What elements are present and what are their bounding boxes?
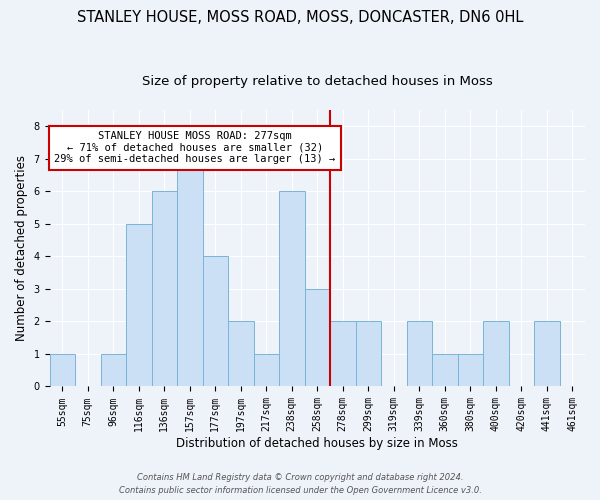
- Bar: [483, 322, 509, 386]
- Bar: [152, 192, 177, 386]
- Text: STANLEY HOUSE, MOSS ROAD, MOSS, DONCASTER, DN6 0HL: STANLEY HOUSE, MOSS ROAD, MOSS, DONCASTE…: [77, 10, 523, 25]
- X-axis label: Distribution of detached houses by size in Moss: Distribution of detached houses by size …: [176, 437, 458, 450]
- Bar: [126, 224, 152, 386]
- Bar: [356, 322, 381, 386]
- Y-axis label: Number of detached properties: Number of detached properties: [15, 155, 28, 341]
- Bar: [279, 192, 305, 386]
- Bar: [534, 322, 560, 386]
- Bar: [50, 354, 75, 386]
- Bar: [305, 289, 330, 386]
- Bar: [101, 354, 126, 386]
- Text: Contains HM Land Registry data © Crown copyright and database right 2024.
Contai: Contains HM Land Registry data © Crown c…: [119, 474, 481, 495]
- Bar: [458, 354, 483, 386]
- Bar: [330, 322, 356, 386]
- Bar: [177, 159, 203, 386]
- Text: STANLEY HOUSE MOSS ROAD: 277sqm
← 71% of detached houses are smaller (32)
29% of: STANLEY HOUSE MOSS ROAD: 277sqm ← 71% of…: [54, 131, 335, 164]
- Bar: [203, 256, 228, 386]
- Title: Size of property relative to detached houses in Moss: Size of property relative to detached ho…: [142, 75, 493, 88]
- Bar: [228, 322, 254, 386]
- Bar: [254, 354, 279, 386]
- Bar: [407, 322, 432, 386]
- Bar: [432, 354, 458, 386]
